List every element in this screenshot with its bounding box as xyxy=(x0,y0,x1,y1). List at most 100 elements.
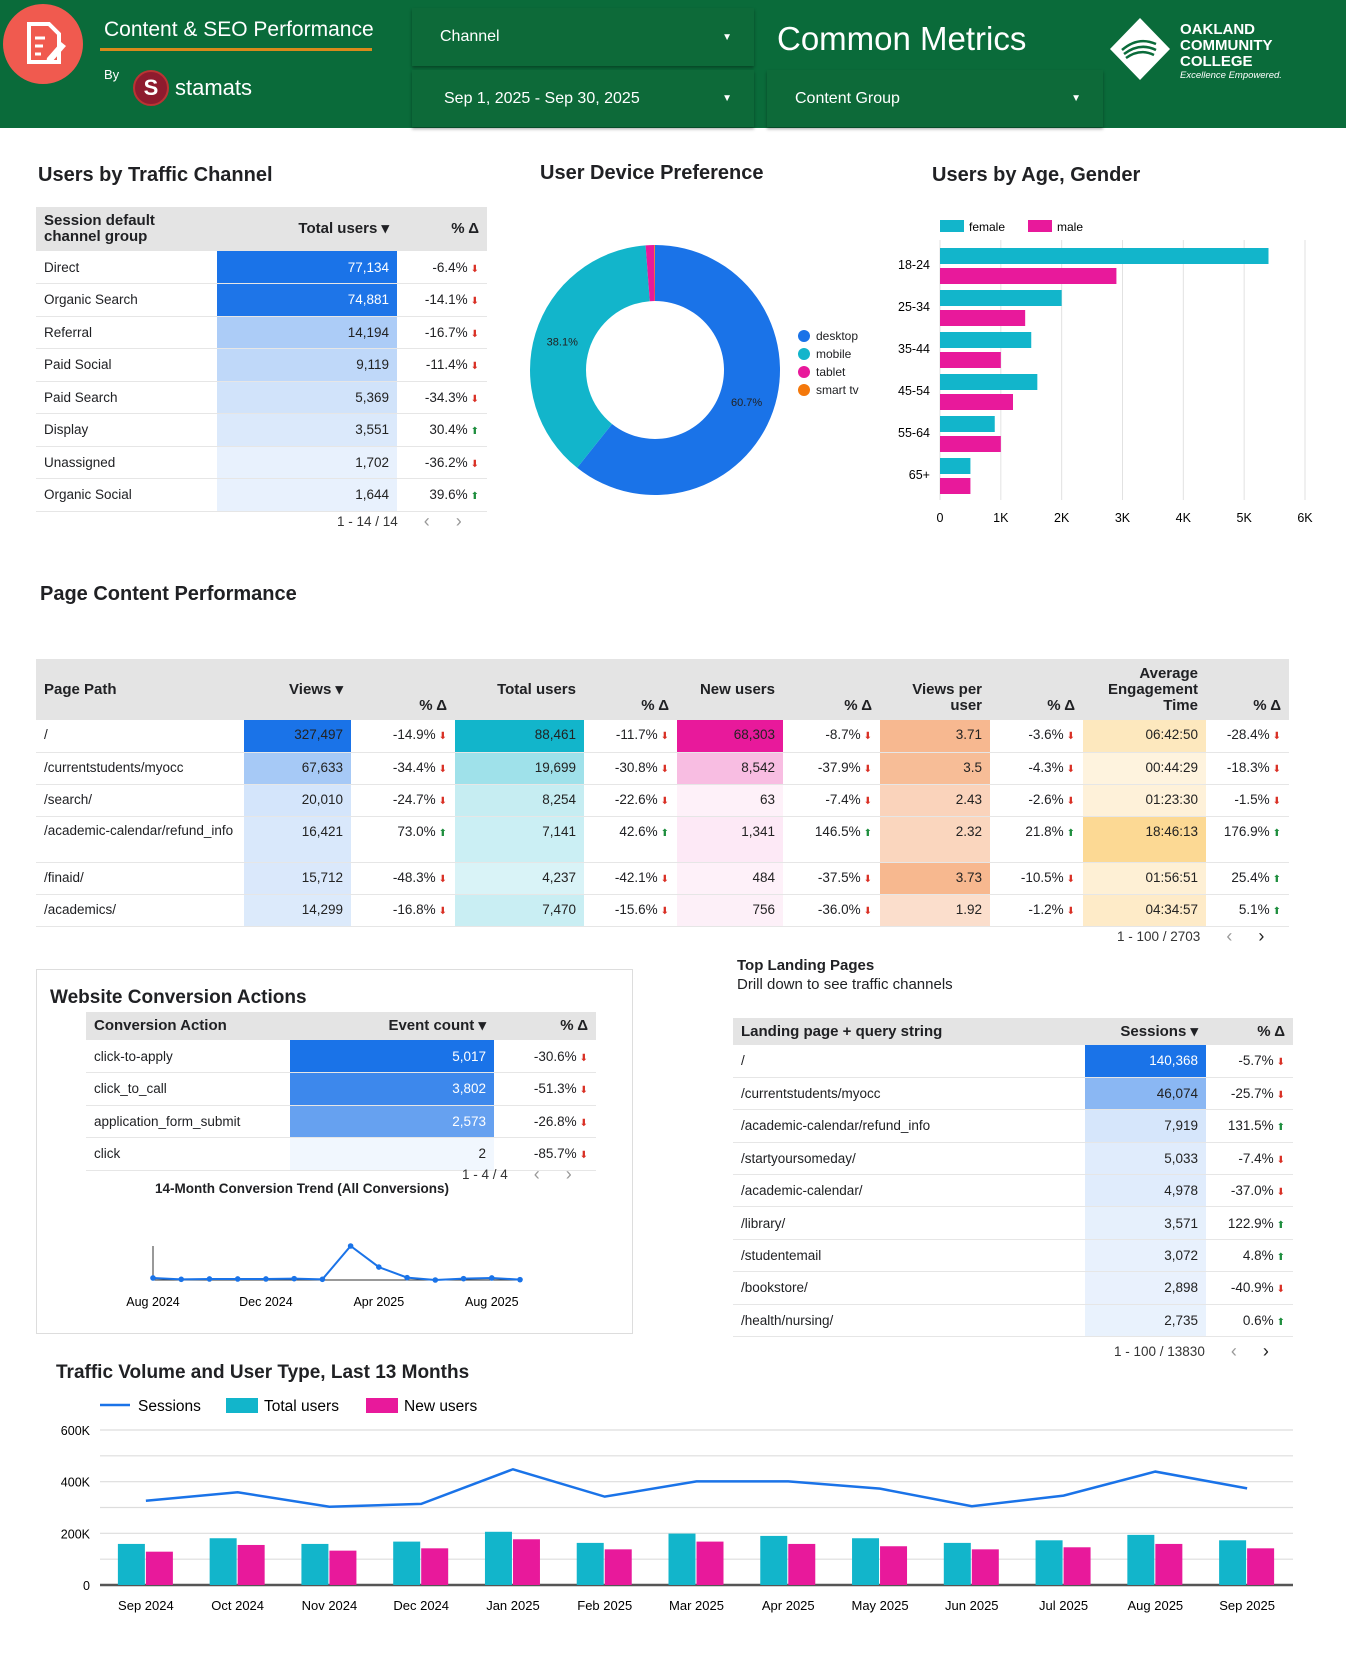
bar-new-users[interactable] xyxy=(788,1543,816,1585)
column-header-sortable[interactable]: Sessions ▾ xyxy=(1085,1018,1206,1045)
trend-point[interactable] xyxy=(404,1274,410,1281)
table-row[interactable]: /academic-calendar/refund_info 16,421 73.0… xyxy=(36,816,1289,863)
bar-male[interactable] xyxy=(940,478,971,494)
bar-female[interactable] xyxy=(940,416,995,432)
legend-label[interactable]: Sessions xyxy=(138,1398,201,1415)
bar-male[interactable] xyxy=(940,436,1001,452)
table-row[interactable]: /currentstudents/myocc 46,074 -25.7% ⬇ xyxy=(733,1077,1293,1111)
bar-total-users[interactable] xyxy=(576,1542,604,1585)
bar-new-users[interactable] xyxy=(971,1549,999,1585)
table-row[interactable]: /studentemail 3,072 4.8% ⬆ xyxy=(733,1239,1293,1273)
column-header-sortable[interactable]: Event count ▾ xyxy=(290,1012,494,1040)
trend-point[interactable] xyxy=(206,1276,213,1282)
bar-female[interactable] xyxy=(940,374,1038,390)
table-row[interactable]: Paid Social 9,119 -11.4% ⬇ xyxy=(36,348,487,382)
table-row[interactable]: Display 3,551 30.4% ⬆ xyxy=(36,413,487,447)
table-row[interactable]: /academic-calendar/refund_info 7,919 131.5… xyxy=(733,1109,1293,1143)
date-range-dropdown[interactable]: Sep 1, 2025 - Sep 30, 2025 ▼ xyxy=(412,70,754,127)
prev-page-icon[interactable]: ‹ xyxy=(1230,1341,1237,1361)
bar-total-users[interactable] xyxy=(301,1543,329,1585)
bar-new-users[interactable] xyxy=(237,1544,265,1585)
table-row[interactable]: /library/3,571 122.9% ⬆ xyxy=(733,1206,1293,1240)
table-row[interactable]: click_to_call 3,802 -51.3% ⬇ xyxy=(86,1072,596,1106)
bar-new-users[interactable] xyxy=(696,1541,724,1585)
trend-point[interactable] xyxy=(234,1276,241,1282)
legend-item[interactable]: smart tv xyxy=(798,383,859,397)
table-row[interactable]: /140,368 -5.7% ⬇ xyxy=(733,1045,1293,1078)
table-row[interactable]: /327,497 -14.9% ⬇ 88,461 -11.7% ⬇ 68,303 -8.7% ⬇… xyxy=(36,720,1289,753)
bar-female[interactable] xyxy=(940,458,971,474)
trend-point[interactable] xyxy=(376,1264,382,1270)
bar-new-users[interactable] xyxy=(145,1551,173,1585)
legend-label[interactable]: New users xyxy=(404,1398,477,1415)
bar-total-users[interactable] xyxy=(852,1538,880,1585)
content-group-dropdown[interactable]: Content Group ▼ xyxy=(767,70,1103,127)
bar-new-users[interactable] xyxy=(1155,1543,1183,1585)
table-row[interactable]: Unassigned 1,702 -36.2% ⬇ xyxy=(36,446,487,479)
legend-item[interactable]: tablet xyxy=(798,365,859,379)
table-row[interactable]: Organic Search 74,881 -14.1% ⬇ xyxy=(36,283,487,317)
next-page-icon[interactable]: › xyxy=(455,511,462,531)
bar-male[interactable] xyxy=(940,268,1117,284)
bar-new-users[interactable] xyxy=(329,1550,357,1585)
bar-total-users[interactable] xyxy=(943,1542,971,1585)
bar-total-users[interactable] xyxy=(1127,1534,1155,1585)
donut-slice-smart-tv[interactable] xyxy=(654,245,655,302)
table-row[interactable]: application_form_submit 2,573 -26.8% ⬇ xyxy=(86,1105,596,1138)
bar-new-users[interactable] xyxy=(880,1546,908,1585)
legend-label[interactable]: Total users xyxy=(264,1398,339,1415)
legend-item[interactable]: desktop xyxy=(798,329,859,343)
trend-point[interactable] xyxy=(347,1243,354,1249)
bar-total-users[interactable] xyxy=(393,1541,421,1585)
bar-female[interactable] xyxy=(940,332,1032,348)
bar-total-users[interactable] xyxy=(209,1538,237,1585)
trend-point[interactable] xyxy=(319,1276,326,1283)
bar-total-users[interactable] xyxy=(1035,1540,1063,1585)
table-row[interactable]: /health/nursing/2,735 0.6% ⬆ xyxy=(733,1304,1293,1338)
prev-page-icon[interactable]: ‹ xyxy=(1226,926,1233,946)
table-row[interactable]: /currentstudents/myocc 67,633 -34.4% ⬇ 19,69… xyxy=(36,752,1289,785)
bar-total-users[interactable] xyxy=(1219,1540,1247,1585)
bar-male[interactable] xyxy=(940,310,1026,326)
next-page-icon[interactable]: › xyxy=(565,1164,572,1184)
channel-filter-dropdown[interactable]: Channel ▼ xyxy=(412,8,754,66)
column-header-sortable[interactable]: Views ▾ xyxy=(244,659,351,720)
donut-slice-desktop[interactable] xyxy=(577,245,780,495)
bar-new-users[interactable] xyxy=(421,1548,449,1585)
table-row[interactable]: click 2 -85.7% ⬇ xyxy=(86,1137,596,1171)
table-row[interactable]: /finaid/15,712 -48.3% ⬇ 4,237 -42.1% ⬇ 484 -37.… xyxy=(36,862,1289,895)
table-row[interactable]: /bookstore/2,898 -40.9% ⬇ xyxy=(733,1271,1293,1305)
table-row[interactable]: /academics/14,299 -16.8% ⬇ 7,470 -15.6% ⬇ 756-… xyxy=(36,894,1289,927)
bar-new-users[interactable] xyxy=(604,1549,632,1585)
bar-female[interactable] xyxy=(940,290,1062,306)
trend-point[interactable] xyxy=(432,1277,439,1283)
bar-male[interactable] xyxy=(940,394,1013,410)
table-row[interactable]: click-to-apply 5,017 -30.6% ⬇ xyxy=(86,1040,596,1073)
table-row[interactable]: Referral 14,194 -16.7% ⬇ xyxy=(36,316,487,349)
table-row[interactable]: /academic-calendar/4,978 -37.0% ⬇ xyxy=(733,1174,1293,1208)
bar-total-users[interactable] xyxy=(117,1543,145,1585)
column-header-sortable[interactable]: Total users ▾ xyxy=(217,207,397,251)
table-row[interactable]: Organic Social 1,644 39.6% ⬆ xyxy=(36,478,487,512)
trend-point[interactable] xyxy=(263,1276,269,1282)
next-page-icon[interactable]: › xyxy=(1258,926,1265,946)
table-row[interactable]: Direct 77,134 -6.4% ⬇ xyxy=(36,251,487,284)
bar-total-users[interactable] xyxy=(760,1535,788,1585)
table-row[interactable]: /startyoursomeday/5,033 -7.4% ⬇ xyxy=(733,1142,1293,1176)
prev-page-icon[interactable]: ‹ xyxy=(423,511,430,531)
prev-page-icon[interactable]: ‹ xyxy=(533,1164,540,1184)
bar-total-users[interactable] xyxy=(484,1531,512,1585)
trend-point[interactable] xyxy=(178,1276,185,1283)
bar-male[interactable] xyxy=(940,352,1001,368)
next-page-icon[interactable]: › xyxy=(1262,1341,1269,1361)
table-row[interactable]: Paid Search 5,369 -34.3% ⬇ xyxy=(36,381,487,414)
trend-point[interactable] xyxy=(150,1275,156,1281)
trend-point[interactable] xyxy=(460,1275,467,1282)
bar-new-users[interactable] xyxy=(1247,1548,1275,1585)
bar-new-users[interactable] xyxy=(1063,1547,1091,1585)
bar-total-users[interactable] xyxy=(668,1533,696,1585)
trend-point[interactable] xyxy=(488,1275,495,1281)
bar-female[interactable] xyxy=(940,248,1269,264)
legend-item[interactable]: mobile xyxy=(798,347,859,361)
table-row[interactable]: /search/20,010 -24.7% ⬇ 8,254 -22.6% ⬇ 63 -7.4%… xyxy=(36,784,1289,817)
